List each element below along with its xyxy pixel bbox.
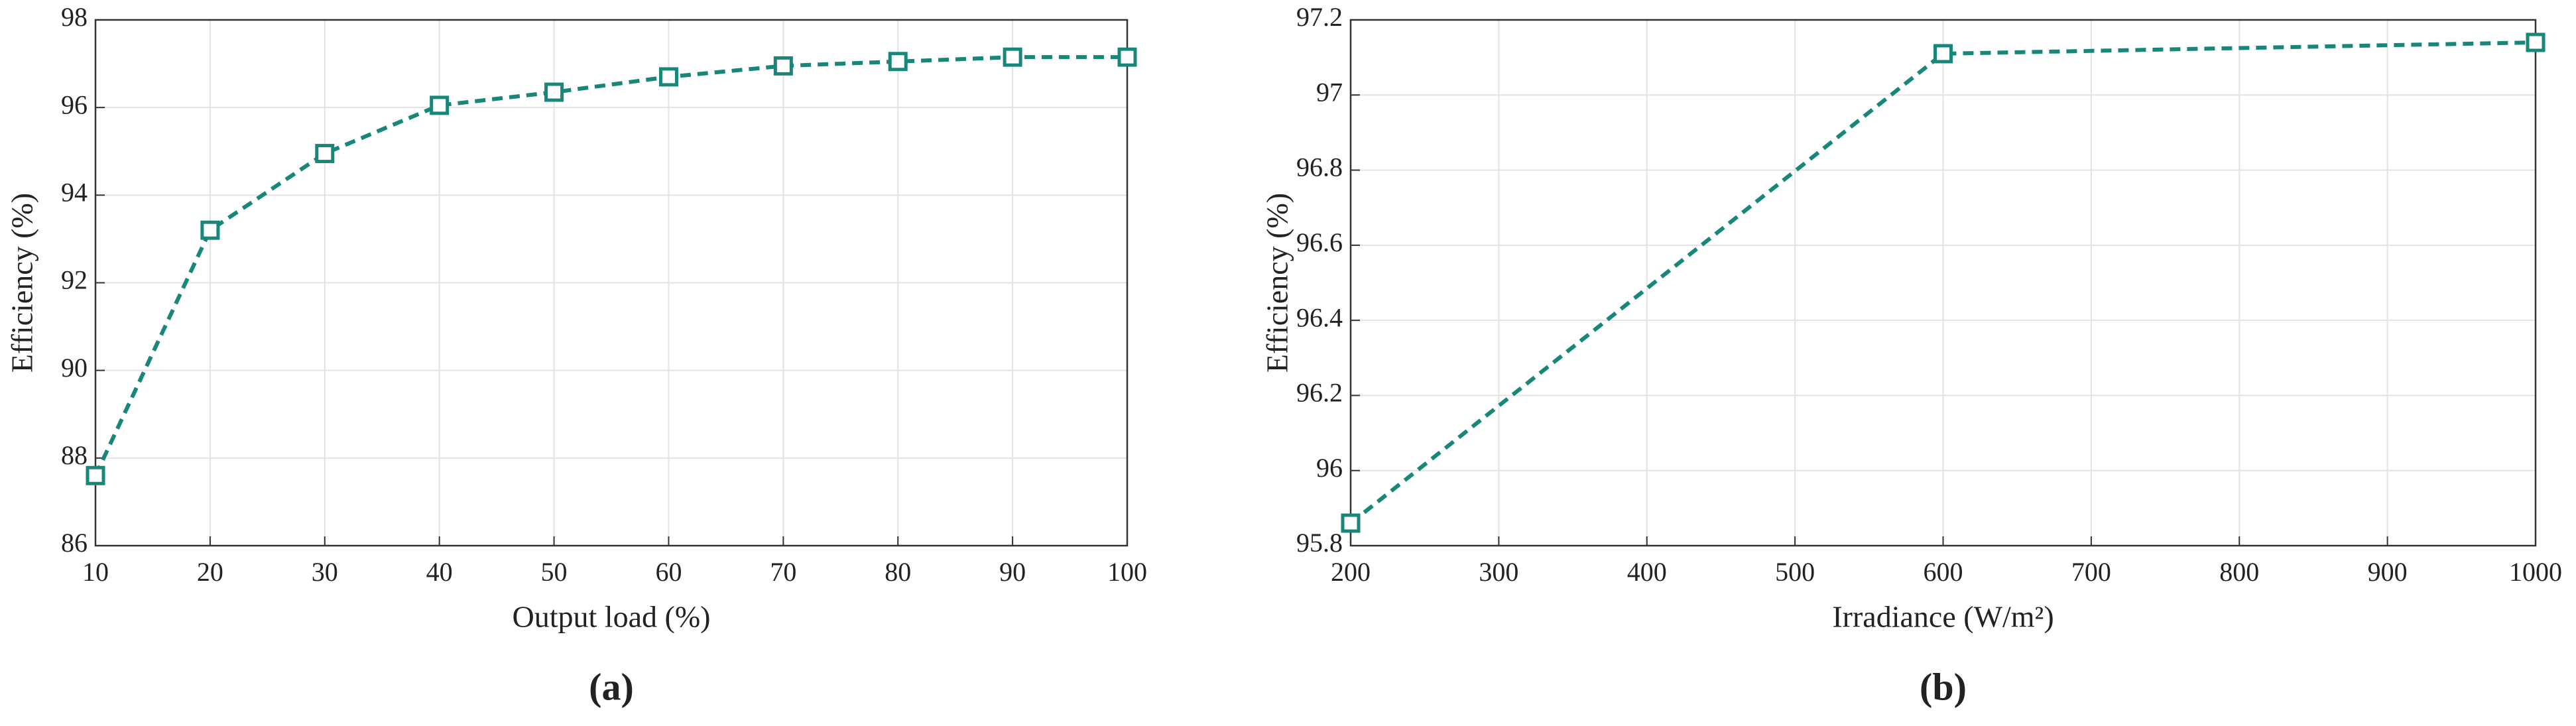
marker: [773, 56, 793, 76]
y-tick-label: 96: [1316, 453, 1343, 483]
x-tick-label: 800: [2219, 557, 2259, 587]
y-tick-label: 88: [61, 440, 88, 470]
y-tick-label: 96.8: [1296, 152, 1343, 182]
y-tick-label: 96: [61, 90, 88, 119]
plot-frame: [1349, 19, 2537, 547]
y-tick-label: 94: [61, 178, 88, 208]
y-tick-label: 95.8: [1296, 528, 1343, 558]
marker: [315, 144, 335, 164]
marker: [200, 220, 220, 240]
marker: [86, 465, 105, 485]
x-tick-label: 500: [1775, 557, 1815, 587]
x-tick-label: 200: [1331, 557, 1371, 587]
x-tick-label: 900: [2368, 557, 2408, 587]
y-tick-label: 92: [61, 265, 88, 295]
y-tick-label: 96.6: [1296, 227, 1343, 257]
y-tick-label: 98: [61, 2, 88, 32]
x-tick-label: 600: [1924, 557, 1963, 587]
x-tick-label: 70: [770, 557, 796, 587]
x-tick-label: 90: [999, 557, 1026, 587]
x-tick-label: 1000: [2509, 557, 2562, 587]
marker: [2526, 32, 2545, 52]
marker: [1117, 47, 1137, 67]
x-tick-label: 50: [541, 557, 568, 587]
y-axis-title: Efficiency (%): [5, 193, 39, 373]
y-tick-label: 90: [61, 353, 88, 383]
caption: (b): [1920, 665, 1967, 708]
x-tick-label: 40: [426, 557, 453, 587]
y-tick-label: 97.2: [1296, 2, 1343, 32]
x-tick-label: 30: [312, 557, 338, 587]
y-tick-label: 86: [61, 528, 88, 558]
x-axis-title: Output load (%): [513, 600, 711, 634]
marker: [544, 82, 564, 102]
marker: [430, 95, 450, 115]
marker: [1341, 513, 1361, 533]
x-axis-title: Irradiance (W/m²): [1832, 600, 2054, 634]
x-tick-label: 10: [82, 557, 109, 587]
caption: (a): [589, 665, 634, 708]
plot-frame: [94, 19, 1129, 547]
y-axis-title: Efficiency (%): [1260, 193, 1294, 373]
x-tick-label: 300: [1479, 557, 1518, 587]
x-tick-label: 20: [197, 557, 223, 587]
x-tick-label: 400: [1627, 557, 1667, 587]
marker: [1003, 47, 1022, 67]
x-tick-label: 100: [1107, 557, 1147, 587]
x-tick-label: 80: [885, 557, 911, 587]
y-tick-label: 96.2: [1296, 378, 1343, 408]
marker: [888, 52, 908, 72]
marker: [1933, 44, 1953, 64]
x-tick-label: 700: [2071, 557, 2111, 587]
y-tick-label: 96.4: [1296, 302, 1343, 332]
y-tick-label: 97: [1316, 77, 1343, 107]
marker: [658, 67, 678, 87]
x-tick-label: 60: [655, 557, 682, 587]
